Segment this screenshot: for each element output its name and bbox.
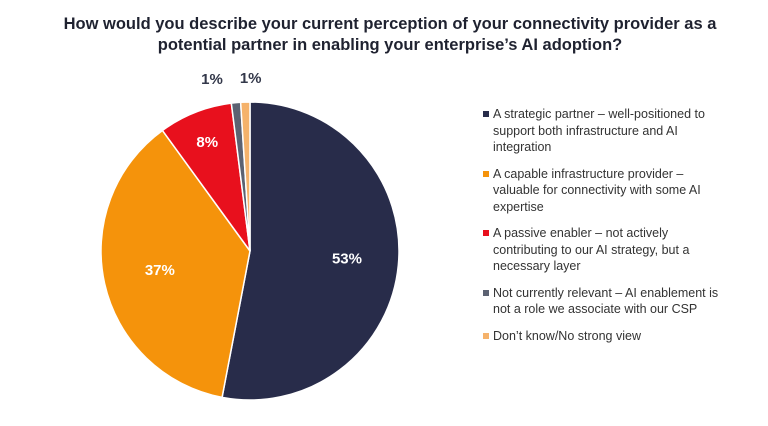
label-dont-know: 1% — [240, 70, 262, 87]
legend-swatch — [483, 230, 489, 236]
legend-label: Don’t know/No strong view — [493, 328, 641, 343]
legend-label: A strategic partner – well-positioned to… — [493, 107, 705, 154]
legend-item-strategic-partner: A strategic partner – well-positioned to… — [483, 106, 733, 156]
slice-dont-know — [239, 101, 251, 252]
legend-label: A passive enabler – not actively contrib… — [493, 226, 690, 273]
legend-label: Not currently relevant – AI enablement i… — [493, 285, 719, 317]
slice-capable-provider — [100, 129, 251, 399]
legend-item-dont-know: Don’t know/No strong view — [483, 328, 733, 345]
label-capable-provider: 37% — [145, 262, 175, 279]
label-not-relevant: 1% — [201, 71, 223, 88]
legend-label: A capable infrastructure provider – valu… — [493, 166, 701, 214]
legend-item-passive-enabler: A passive enabler – not actively contrib… — [483, 225, 733, 275]
label-passive-enabler: 8% — [196, 134, 218, 151]
legend-swatch — [483, 289, 489, 296]
legend-swatch — [483, 111, 489, 117]
label-strategic-partner: 53% — [332, 251, 362, 268]
chart-title: How would you describe your current perc… — [63, 15, 717, 54]
legend-swatch — [483, 332, 489, 339]
slice-strategic-partner — [221, 101, 400, 401]
legend-swatch — [483, 170, 489, 177]
legend: A strategic partner – well-positioned to… — [483, 106, 733, 354]
legend-item-not-relevant: Not currently relevant – AI enablement i… — [483, 285, 733, 318]
legend-item-capable-provider: A capable infrastructure provider – valu… — [483, 166, 733, 216]
